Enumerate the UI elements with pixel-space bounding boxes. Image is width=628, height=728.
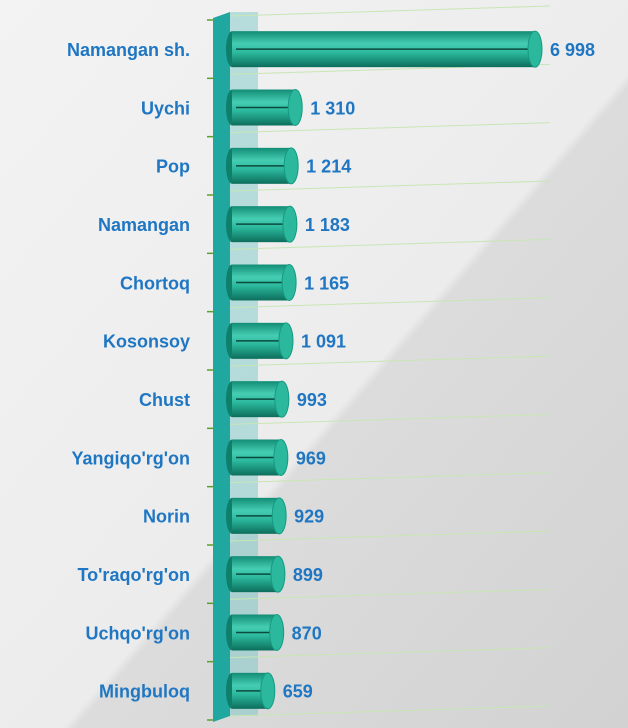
category-label: Norin bbox=[143, 507, 190, 527]
category-label: Chortoq bbox=[120, 273, 190, 293]
value-label: 1 310 bbox=[310, 98, 355, 118]
value-label: 1 165 bbox=[304, 273, 349, 293]
grid-line-decor bbox=[229, 5, 551, 17]
bar-cap-end bbox=[282, 205, 298, 243]
bar-cap-end bbox=[271, 497, 287, 535]
category-label: Yangiqo'rg'on bbox=[71, 448, 190, 468]
value-label: 993 bbox=[297, 390, 327, 410]
grid-line-decor bbox=[229, 297, 551, 309]
category-label: Mingbuloq bbox=[99, 682, 190, 702]
value-label: 1 091 bbox=[301, 332, 346, 352]
grid-line-decor bbox=[229, 180, 551, 192]
category-label: Uchqo'rg'on bbox=[85, 623, 190, 643]
bar-cap-end bbox=[278, 322, 294, 360]
bar-cap-end bbox=[287, 89, 303, 126]
bar-cap-end bbox=[274, 380, 290, 418]
category-label: Pop bbox=[156, 157, 190, 177]
grid-line-decor bbox=[229, 355, 551, 367]
bar-cap-end bbox=[281, 264, 297, 301]
value-label: 1 183 bbox=[305, 215, 350, 235]
grid-line-decor bbox=[229, 413, 551, 425]
bar-cap-end bbox=[273, 439, 289, 476]
bar-cap-end bbox=[527, 30, 543, 68]
grid-line-decor bbox=[229, 530, 551, 542]
value-label: 1 214 bbox=[306, 157, 351, 177]
axis-wall bbox=[213, 12, 230, 722]
category-label: To'raqo'rg'on bbox=[78, 565, 191, 585]
grid-line-decor bbox=[229, 705, 551, 717]
bar-cap-end bbox=[283, 147, 299, 185]
grid-line-decor bbox=[229, 647, 551, 659]
grid-line-decor bbox=[229, 122, 551, 134]
value-label: 929 bbox=[294, 507, 324, 527]
category-label: Kosonsoy bbox=[103, 332, 190, 352]
value-label: 969 bbox=[296, 448, 326, 468]
value-label: 659 bbox=[283, 682, 313, 702]
grid-line-decor bbox=[229, 238, 551, 250]
category-label: Namangan bbox=[98, 215, 190, 235]
value-label: 899 bbox=[293, 565, 323, 585]
value-label: 870 bbox=[292, 623, 322, 643]
bar-cap-end bbox=[269, 614, 285, 651]
category-label: Uychi bbox=[141, 98, 190, 118]
category-label: Chust bbox=[139, 390, 190, 410]
bar-cap-end bbox=[260, 672, 276, 710]
category-label: Namangan sh. bbox=[67, 40, 190, 60]
value-label: 6 998 bbox=[550, 40, 595, 60]
bar-cap-end bbox=[270, 555, 286, 593]
grid-line-decor bbox=[229, 472, 551, 484]
grid-line-decor bbox=[229, 588, 551, 600]
